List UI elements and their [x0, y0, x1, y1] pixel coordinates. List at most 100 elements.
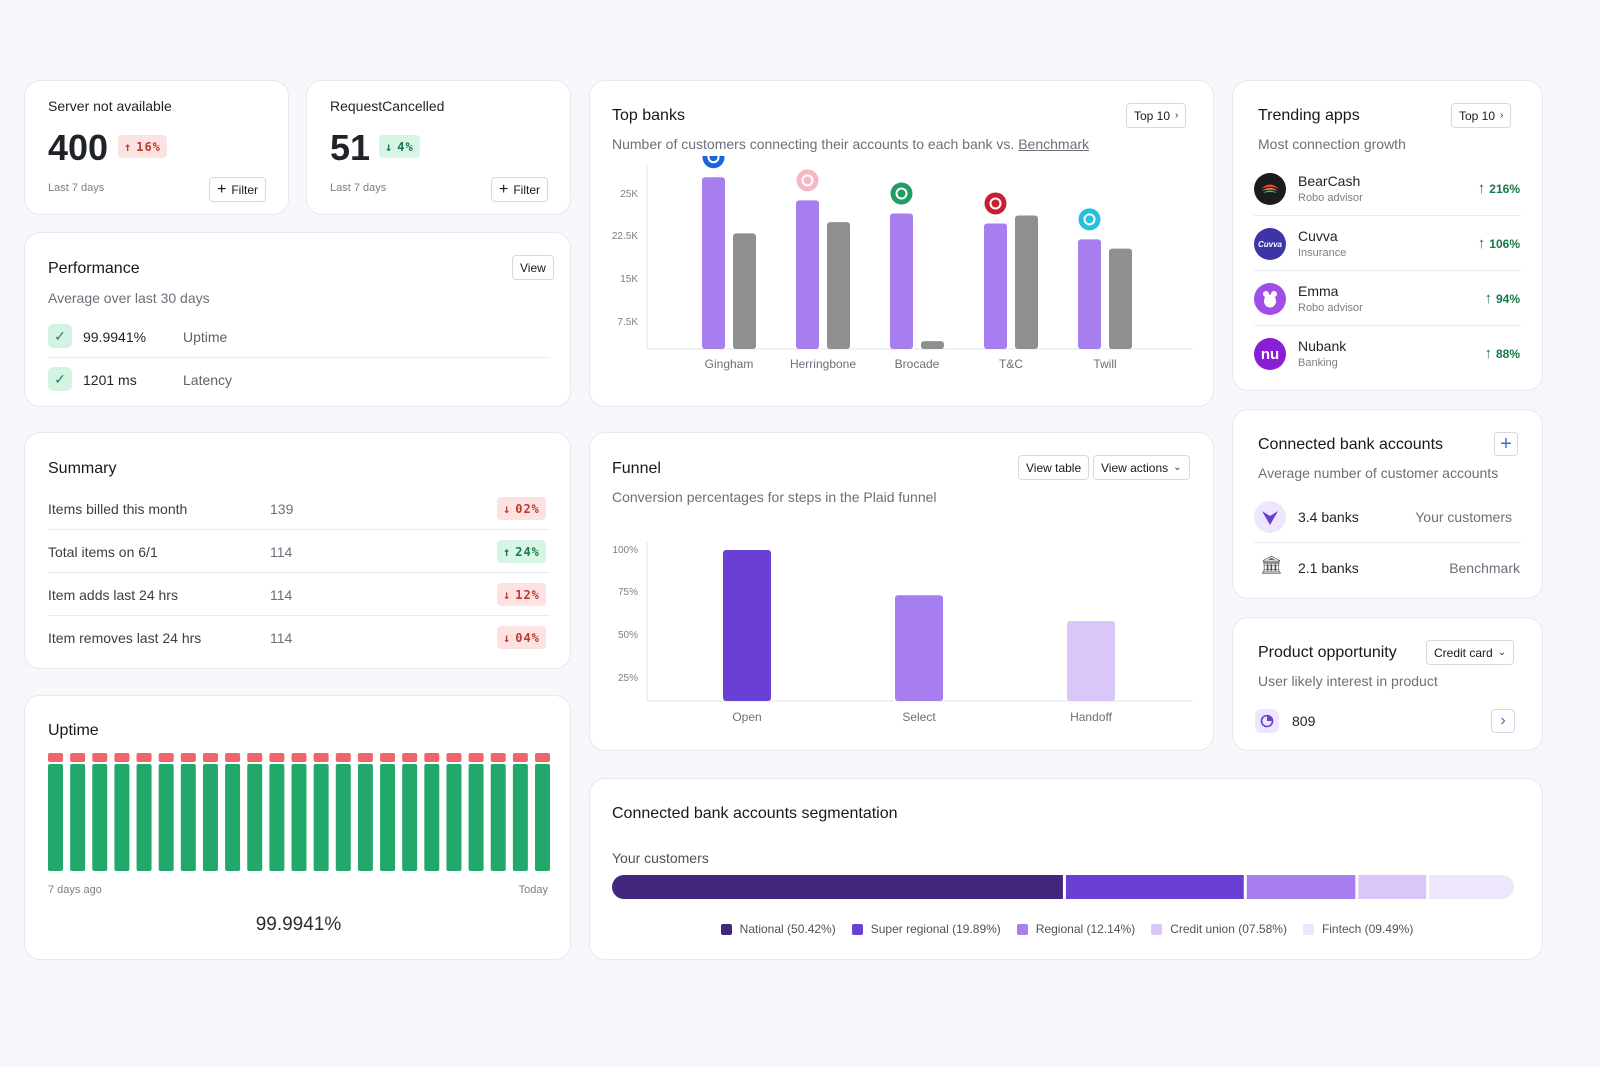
- uptime-card: Uptime 7 days ago Today 99.9941%: [24, 695, 571, 960]
- bar-herringbone: [796, 200, 819, 349]
- product-select-dropdown[interactable]: Credit card ⌄: [1426, 640, 1515, 665]
- pie-chart-icon: [1255, 709, 1279, 733]
- filter-button[interactable]: + Filter: [209, 177, 267, 202]
- benchmark-link[interactable]: Benchmark: [1018, 136, 1090, 152]
- uptime-bar-up: [202, 764, 218, 871]
- bank-logo-icon: [890, 182, 913, 205]
- latency-label: Latency: [183, 372, 233, 388]
- period-label: Last 7 days: [48, 182, 105, 194]
- legend-item: National (50.42%): [720, 922, 836, 936]
- view-actions-dropdown[interactable]: View actions ⌄: [1093, 455, 1190, 480]
- x-tick-label: Brocade: [895, 357, 940, 371]
- customer-logo-icon: [1254, 501, 1286, 533]
- legend-item: Super regional (19.89%): [851, 922, 1001, 936]
- uptime-bar-up: [468, 764, 484, 871]
- summary-label: Item adds last 24 hrs: [48, 587, 178, 603]
- uptime-bar-up: [48, 764, 63, 871]
- stat-label: RequestCancelled: [330, 98, 445, 114]
- legend-label: Credit union (07.58%): [1170, 922, 1287, 936]
- uptime-bar-down: [380, 753, 396, 762]
- app-category: Robo advisor: [1298, 302, 1363, 314]
- uptime-bar-down: [136, 753, 152, 762]
- y-tick-label: 75%: [618, 587, 638, 598]
- benchmark-bar-gingham: [733, 233, 756, 349]
- check-icon: ✓: [48, 324, 72, 348]
- y-tick-label: 25%: [618, 673, 638, 684]
- bank-logo-mark: [895, 187, 908, 200]
- delta-badge: ↓ 04%: [497, 626, 546, 649]
- growth-value: ↑ 106%: [1477, 235, 1520, 252]
- card-subtitle: Most connection growth: [1258, 136, 1406, 152]
- y-tick-label: 50%: [618, 630, 638, 641]
- app-category: Robo advisor: [1298, 192, 1363, 204]
- chevron-down-icon: ⌄: [1173, 462, 1182, 473]
- benchmark-bar-twill: [1109, 248, 1132, 349]
- x-tick-label: Open: [732, 710, 761, 724]
- legend-label: Regional (12.14%): [1035, 922, 1136, 936]
- uptime-bar-down: [180, 753, 196, 762]
- y-tick-label: 22.5K: [612, 231, 638, 242]
- x-tick-label: T&C: [999, 357, 1023, 371]
- divider: [1254, 325, 1521, 326]
- x-tick-label: Select: [902, 710, 936, 724]
- uptime-value: 99.9941%: [83, 329, 147, 345]
- view-table-button[interactable]: View table: [1018, 455, 1090, 480]
- app-category: Insurance: [1298, 247, 1347, 259]
- uptime-bar-down: [70, 753, 86, 762]
- arrow-down-icon: ↓: [503, 501, 512, 516]
- card-subtitle: Average over last 30 days: [48, 290, 210, 306]
- customers-label: Your customers: [1415, 509, 1512, 525]
- customers-value: 3.4 banks: [1298, 509, 1359, 525]
- funnel-card: Funnel View table View actions ⌄ Conversi…: [589, 432, 1214, 751]
- uptime-bar-up: [158, 764, 174, 871]
- card-title: Uptime: [48, 722, 99, 739]
- app-category: Banking: [1298, 357, 1338, 369]
- uptime-bar-down: [468, 753, 484, 762]
- segmentation-card: Connected bank accounts segmentation You…: [589, 778, 1543, 960]
- funnel-bar-open: [723, 550, 771, 701]
- divider: [1254, 270, 1521, 271]
- uptime-bar-up: [269, 764, 285, 871]
- summary-value: 114: [270, 587, 293, 603]
- add-icon[interactable]: +: [1494, 432, 1518, 456]
- divider: [1254, 215, 1521, 216]
- app-name: Cuvva: [1298, 228, 1338, 244]
- arrow-up-icon: ↑: [1484, 345, 1492, 362]
- divider: [48, 615, 550, 616]
- filter-button[interactable]: + Filter: [491, 177, 549, 202]
- divider: [48, 572, 550, 573]
- chevron-down-icon: ⌄: [1497, 647, 1507, 658]
- segment-2: [1246, 875, 1356, 899]
- uptime-bar-down: [48, 753, 63, 762]
- card-title: Connected bank accounts: [1258, 436, 1444, 453]
- uptime-bar-up: [335, 764, 351, 871]
- top-10-button[interactable]: Top 10 ›: [1451, 103, 1512, 128]
- arrow-down-icon: ↓: [503, 587, 512, 602]
- uptime-bar-down: [424, 753, 440, 762]
- uptime-bar-up: [70, 764, 86, 871]
- stat-card-server-not-available: Server not available 400 ↑ 16% Last 7 day…: [24, 80, 289, 215]
- uptime-bar-down: [357, 753, 373, 762]
- uptime-bar-down: [269, 753, 285, 762]
- chevron-right-icon[interactable]: ›: [1491, 709, 1515, 733]
- top-10-button[interactable]: Top 10 ›: [1126, 103, 1187, 128]
- uptime-bar-up: [92, 764, 108, 871]
- x-tick-label: Handoff: [1070, 710, 1112, 724]
- delta-badge: ↓ 02%: [497, 497, 546, 520]
- app-name: BearCash: [1298, 173, 1361, 189]
- divider: [48, 357, 550, 358]
- uptime-bar-up: [424, 764, 440, 871]
- x-tick-label: Gingham: [705, 357, 754, 371]
- funnel-bar-select: [895, 595, 943, 701]
- view-button[interactable]: View: [512, 255, 554, 280]
- connected-accounts-card: Connected bank accounts + Average number…: [1232, 409, 1543, 599]
- legend-swatch: [1151, 923, 1163, 935]
- card-subtitle: User likely interest in product: [1258, 673, 1438, 689]
- bank-logo-icon: [796, 169, 819, 192]
- legend-label: National (50.42%): [739, 922, 836, 936]
- segment-1: [1065, 875, 1244, 899]
- benchmark-bar-herringbone: [827, 222, 850, 349]
- legend-item: Fintech (09.49%): [1302, 922, 1413, 936]
- legend-swatch: [720, 923, 732, 935]
- uptime-bar-down: [225, 753, 241, 762]
